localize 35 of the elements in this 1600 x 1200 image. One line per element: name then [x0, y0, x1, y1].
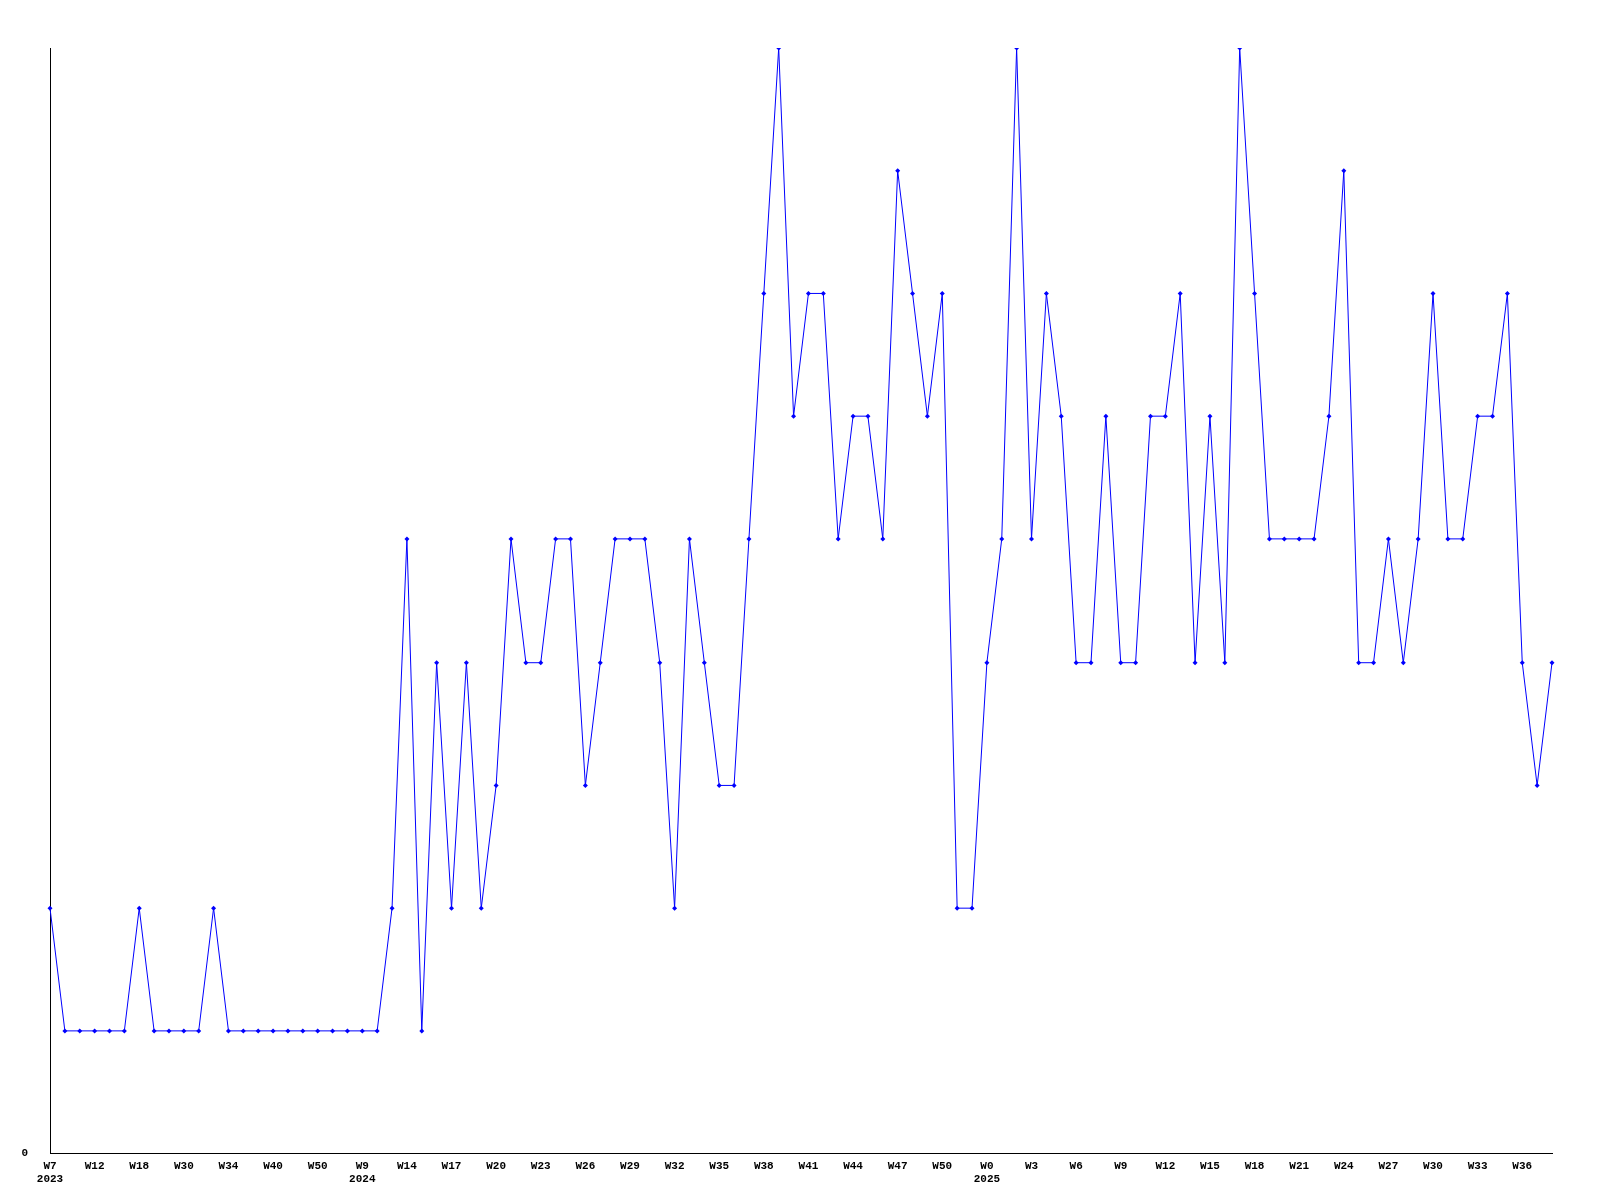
x-tick-label: W9 2024 [349, 1159, 376, 1186]
x-tick-label: W0 2025 [973, 1159, 1001, 1186]
x-tick-label: W26 [575, 1159, 596, 1172]
x-tick-label: W29 [620, 1159, 640, 1172]
x-tick-label: W3 [1024, 1159, 1039, 1172]
x-tick-label: W30 [1423, 1159, 1443, 1172]
x-tick-label: W32 [664, 1159, 685, 1172]
x-tick-label: W7 2023 [36, 1159, 64, 1186]
x-tick-label: W38 [753, 1159, 775, 1172]
x-tick-label: W50 [932, 1159, 953, 1172]
x-tick-label: W18 [129, 1159, 150, 1172]
x-tick-label: W18 [1244, 1159, 1265, 1172]
x-tick-label: W15 [1200, 1159, 1221, 1172]
x-tick-label: W14 [397, 1159, 418, 1172]
x-tick-label: W12 [1155, 1159, 1176, 1172]
x-tick-label: W12 [84, 1159, 105, 1172]
x-tick-label: W33 [1467, 1159, 1488, 1172]
x-tick-label: W41 [798, 1159, 819, 1172]
x-tick-label: W20 [486, 1159, 507, 1172]
x-tick-label: W35 [709, 1159, 730, 1172]
x-tick-label: W34 [218, 1159, 239, 1172]
x-tick-label: W9 [1114, 1159, 1128, 1172]
x-tick-label: W40 [263, 1159, 283, 1172]
x-tick-label: W50 [307, 1159, 328, 1172]
text: 0 [21, 1147, 28, 1160]
x-tick-label: W21 [1289, 1159, 1310, 1172]
x-tick-label: W36 [1512, 1159, 1533, 1172]
x-tick-label: W17 [441, 1159, 462, 1172]
x-tick-label: W27 [1378, 1159, 1399, 1172]
x-tick-label: W23 [530, 1159, 552, 1172]
x-tick-label: W6 [1069, 1159, 1083, 1172]
x-tick-label: W47 [887, 1159, 908, 1172]
x-tick-label: W24 [1333, 1159, 1355, 1172]
x-tick-label: W44 [843, 1159, 864, 1172]
x-tick-label: W30 [173, 1159, 194, 1172]
